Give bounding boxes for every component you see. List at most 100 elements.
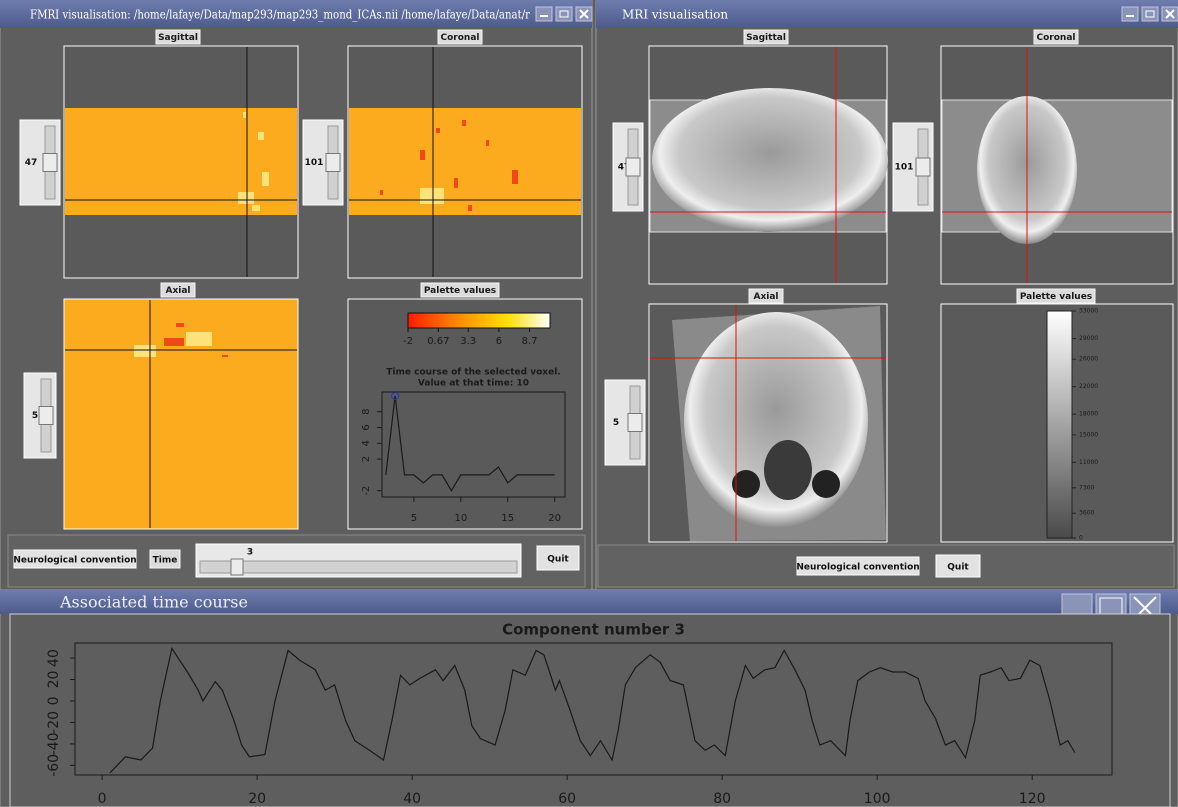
activation-blob	[252, 205, 260, 211]
activation-blob	[468, 205, 472, 211]
slider-thumb	[627, 413, 643, 432]
view-label-box	[160, 282, 196, 298]
palette-view	[347, 298, 583, 530]
view-label: Palette values	[424, 286, 496, 296]
activation-blob	[380, 190, 383, 195]
window-button[interactable]	[555, 6, 573, 22]
y-tick-label: 0	[46, 696, 62, 705]
view-label-box	[748, 288, 784, 304]
quit-button[interactable]	[935, 554, 981, 578]
slice-value: 5	[613, 418, 619, 428]
x-tick-label: 80	[713, 791, 731, 807]
quit-button[interactable]	[536, 545, 580, 571]
time-value: 3	[247, 548, 253, 558]
selected-time-marker	[391, 391, 400, 400]
colorbar-tick-label: 0	[1079, 535, 1083, 542]
y-tick-label: 2	[361, 456, 372, 462]
title-bar	[596, 0, 1178, 28]
colorbar-tick-label: 29000	[1079, 335, 1098, 342]
chart-title: Component number 3	[502, 621, 685, 639]
convention-button[interactable]	[796, 556, 920, 576]
window-button[interactable]	[1141, 6, 1159, 22]
colorbar-tick-label: 18000	[1079, 411, 1098, 418]
view-label-box	[1016, 288, 1096, 304]
chart-title: Time course of the selected voxel.	[386, 368, 560, 378]
window-title: Associated time course	[59, 593, 248, 612]
plot-area	[381, 391, 566, 498]
y-tick-label: 4	[361, 440, 372, 446]
slice-value: 101	[895, 163, 914, 173]
view-label-box	[1033, 29, 1079, 45]
view-label: Coronal	[441, 33, 480, 43]
brain-image	[812, 470, 840, 498]
slice-value: 47	[618, 163, 631, 173]
activation-blob	[164, 338, 184, 346]
colorbar-tick-label: 6	[496, 336, 502, 347]
convention-button-label: Neurological convention	[796, 563, 919, 573]
activation-blob	[262, 172, 269, 186]
activation-blob	[222, 355, 228, 357]
view-label: Axial	[753, 292, 778, 302]
window-button[interactable]	[1121, 6, 1139, 22]
view-label-box	[437, 29, 483, 45]
activation-blob	[454, 178, 458, 188]
colorbar-tick-label: -2	[403, 336, 413, 347]
colorbar-tick-label: 11000	[1079, 459, 1098, 466]
window-title: MRI visualisation	[622, 8, 728, 22]
view-label-box	[743, 29, 789, 45]
view-label: Axial	[165, 286, 190, 296]
chart-subtitle: Value at that time: 10	[418, 379, 529, 389]
window-button[interactable]	[535, 6, 553, 22]
view-label: Palette values	[1020, 292, 1092, 302]
title-bar	[0, 0, 592, 28]
colorbar-tick-label: 7300	[1079, 484, 1094, 491]
icon	[559, 10, 569, 18]
brain-image	[652, 88, 888, 232]
quit-button-label: Quit	[947, 563, 969, 573]
brain-image	[732, 470, 760, 498]
x-tick-label: 20	[548, 513, 561, 524]
plot-area	[74, 642, 1113, 776]
slider-thumb	[38, 406, 54, 425]
colorbar	[1046, 310, 1073, 539]
x-tick-label: 100	[864, 791, 891, 807]
time-label: Time	[153, 556, 178, 566]
data-line	[385, 395, 555, 492]
activation-blob	[134, 345, 156, 357]
y-tick-label: -2	[361, 486, 372, 496]
window-title: FMRI visualisation: /home/lafaye/Data/ma…	[30, 8, 530, 22]
colorbar-tick-label: 3.3	[460, 336, 476, 347]
activation-blob	[238, 192, 254, 204]
colorbar	[407, 312, 551, 329]
y-tick-label: 6	[361, 424, 372, 430]
title-bar	[0, 590, 1178, 614]
slider-thumb	[915, 157, 931, 177]
view-label-box	[155, 29, 201, 45]
x-tick-label: 5	[411, 513, 417, 524]
colorbar-tick-label: 0.67	[427, 336, 449, 347]
slider-thumb	[42, 153, 58, 172]
view-label: Coronal	[1037, 33, 1076, 43]
x-tick-label: 10	[454, 513, 467, 524]
x-tick-label: 20	[248, 791, 266, 807]
slider-thumb	[625, 157, 641, 177]
colorbar-tick-label: 15000	[1079, 431, 1098, 438]
activation-blob	[176, 323, 184, 327]
data-line	[109, 646, 1076, 774]
slice-value: 101	[305, 158, 324, 168]
convention-button[interactable]	[13, 549, 137, 569]
x-tick-label: 0	[98, 791, 107, 807]
view-label-box	[420, 282, 500, 298]
activation-blob	[186, 332, 212, 346]
view-label: Sagittal	[158, 33, 198, 43]
activation-blob	[462, 120, 466, 126]
y-tick-label: -20	[46, 711, 62, 734]
brain-image	[764, 440, 812, 500]
colorbar-tick-label: 33000	[1079, 308, 1098, 315]
activation-blob	[420, 188, 444, 204]
activation-blob	[243, 112, 246, 118]
x-tick-label: 40	[403, 791, 421, 807]
x-tick-label: 15	[501, 513, 514, 524]
icon	[1165, 9, 1175, 19]
